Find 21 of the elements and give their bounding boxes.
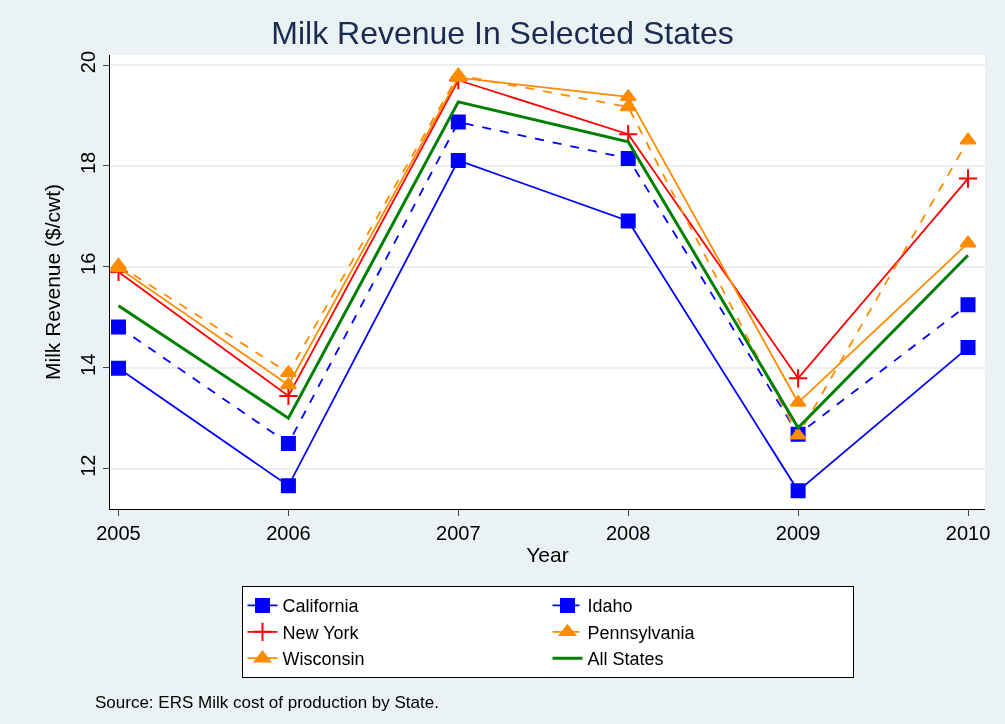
x-tick-label: 2006 (266, 522, 311, 544)
legend-label: Pennsylvania (587, 622, 696, 643)
legend-label: California (282, 596, 360, 617)
x-tick-label: 2005 (96, 522, 141, 544)
x-tick-label: 2008 (605, 522, 651, 544)
y-tick-label: 12 (77, 454, 99, 477)
x-tick-label: 2007 (436, 522, 481, 544)
legend-label: Wisconsin (282, 649, 365, 670)
y-axis-title: Milk Revenue ($/cwt) (41, 183, 65, 381)
y-tick-label: 20 (77, 50, 99, 74)
legend-label: Idaho (587, 596, 633, 617)
source-note: Source: ERS Milk cost of production by State. (95, 693, 439, 712)
y-tick-label: 14 (77, 353, 99, 376)
legend-label: New York (282, 622, 360, 643)
x-tick-label: 2009 (775, 522, 821, 544)
x-axis-title: Year (526, 543, 569, 567)
chart-title: Milk Revenue In Selected States (271, 15, 734, 52)
y-tick-label: 16 (77, 252, 99, 275)
y-tick-label: 18 (77, 151, 99, 175)
x-tick-label: 2010 (945, 522, 991, 544)
legend-label: All States (587, 649, 664, 670)
